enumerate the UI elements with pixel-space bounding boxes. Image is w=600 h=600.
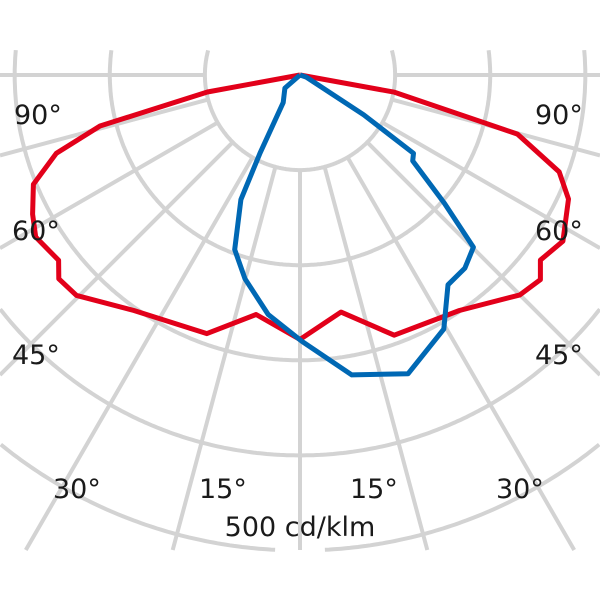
grid-ring	[202, 49, 398, 173]
angle-labels: 90° 60° 45° 90° 60° 45° 30° 15° 15° 30° …	[12, 100, 583, 543]
grid-spoke	[0, 140, 235, 377]
grid-spoke	[365, 140, 600, 377]
label-bottom-30-left: 30°	[53, 474, 101, 505]
curve-red	[30, 72, 571, 342]
unit-label: 500 cd/klm	[225, 512, 376, 543]
intensity-curves	[30, 72, 571, 378]
grid-spoke	[345, 156, 576, 551]
grid-spoke	[170, 166, 278, 551]
grid-spoke	[322, 166, 430, 551]
polar-grid	[0, 49, 600, 552]
label-right-60: 60°	[535, 216, 583, 247]
curve-blue	[232, 72, 476, 378]
grid-spoke	[24, 156, 255, 552]
grid-ring	[12, 49, 588, 363]
label-left-45: 45°	[12, 340, 60, 371]
label-bottom-15-right: 15°	[350, 474, 398, 505]
label-right-90: 90°	[535, 100, 583, 131]
label-left-90: 90°	[14, 100, 62, 131]
grid-ring	[0, 442, 600, 552]
label-bottom-15-left: 15°	[199, 474, 247, 505]
label-bottom-30-right: 30°	[496, 474, 544, 505]
label-left-60: 60°	[12, 216, 60, 247]
label-right-45: 45°	[535, 340, 583, 371]
grid-ring	[0, 307, 600, 458]
grid-spoke	[0, 97, 209, 158]
